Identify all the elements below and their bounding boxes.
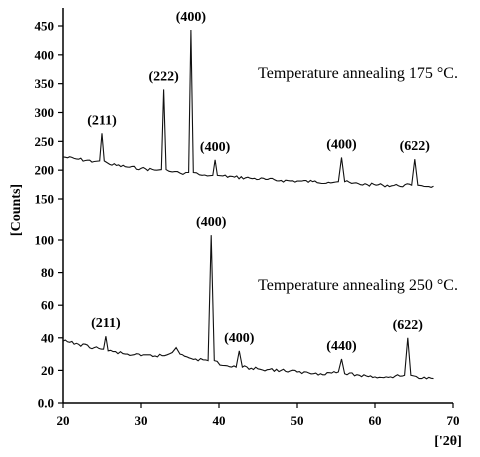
y-tick-label: 100 [35, 233, 55, 248]
panel-annotation: Temperature annealing 250 °C. [258, 277, 458, 294]
series-line [62, 29, 434, 188]
peak-label: (211) [87, 113, 117, 128]
y-tick-label: 450 [35, 19, 55, 34]
x-axis-label: ['2θ] [434, 434, 462, 449]
y-tick-label: 350 [35, 76, 55, 91]
y-tick-label: 0.0 [38, 396, 54, 411]
series-line [62, 235, 434, 380]
y-tick-label: 40 [41, 330, 54, 345]
y-tick-label: 150 [35, 192, 55, 207]
y-tick-label: 60 [41, 298, 54, 313]
x-tick-label: 30 [135, 413, 148, 428]
x-tick-label: 50 [291, 413, 304, 428]
x-tick-label: 60 [369, 413, 382, 428]
panel-annotation: Temperature annealing 175 °C. [258, 65, 458, 82]
series-layer [62, 29, 434, 380]
peak-label: (400) [200, 140, 231, 155]
y-tick-label: 80 [41, 265, 54, 280]
y-tick-label: 400 [35, 47, 55, 62]
x-tick-label: 20 [57, 413, 70, 428]
axes: 20 30 40 50 60 701502002503003504004500.02040… [35, 8, 460, 428]
y-tick-label: 20 [41, 363, 54, 378]
peak-label: (400) [196, 215, 227, 230]
peak-label: (622) [393, 318, 424, 333]
peak-label: (400) [326, 137, 357, 152]
labels-layer: (211) (222) (400) (400) (400) (622) Temperatur… [87, 10, 458, 354]
y-tick-label: 300 [35, 105, 55, 120]
peak-label: (622) [400, 139, 431, 154]
y-axis-label: [Counts] [9, 184, 24, 236]
peak-label: (400) [176, 10, 207, 25]
y-tick-label: 250 [35, 134, 55, 149]
peak-label: (440) [326, 339, 357, 354]
x-tick-label: 70 [447, 413, 460, 428]
peak-label: (211) [91, 316, 121, 331]
y-tick-label: 200 [35, 163, 55, 178]
x-tick-label: 40 [213, 413, 226, 428]
peak-label: (222) [148, 69, 179, 84]
peak-label: (400) [224, 331, 255, 346]
